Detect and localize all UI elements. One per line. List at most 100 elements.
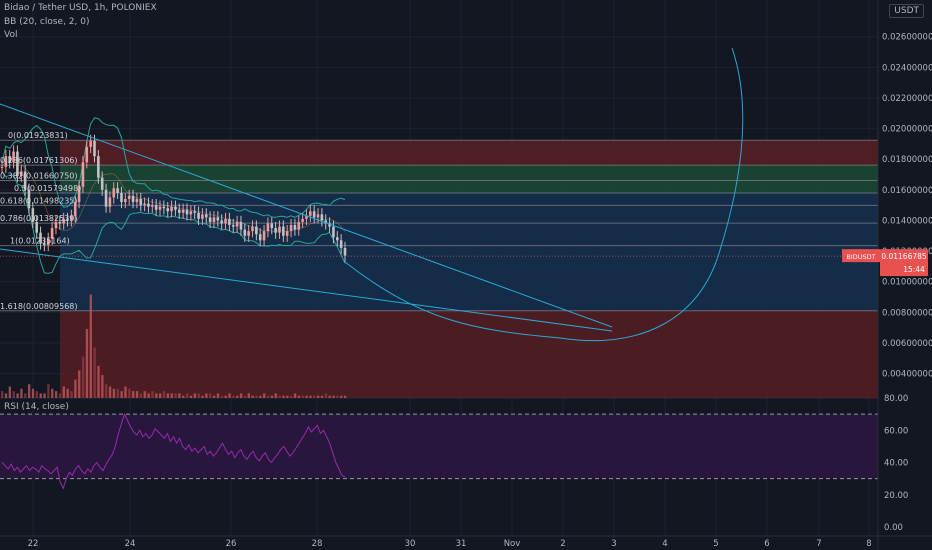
volume-bar [20,388,23,398]
candle-body [266,223,270,232]
candle-body [305,215,308,219]
candle-body [112,188,116,198]
candle-body [135,199,139,203]
vol-legend[interactable]: Vol [4,30,18,40]
candle-body [324,220,328,224]
bb-legend[interactable]: BB (20, close, 2, 0) [4,17,90,27]
candle-body [181,209,185,213]
volume-bar [85,329,89,398]
candle-body [185,209,189,215]
rsi-tick-label: 0.00 [884,523,903,533]
currency-badge[interactable]: USDT [889,4,924,18]
volume-bar [51,388,54,398]
volume-bar [1,391,4,398]
candle-body [177,209,181,213]
candle-body [0,166,4,168]
x-tick-label: 8 [866,539,871,549]
volume-bar [232,395,235,398]
volume-bars [1,294,347,398]
volume-bar [301,395,304,398]
volume-bar [70,391,73,398]
volume-bar [155,393,158,398]
volume-bar [344,395,347,398]
candle-body [301,218,304,222]
candle-body [81,162,85,187]
candle-body [255,226,258,235]
volume-bar [182,395,185,398]
fib-zone [60,140,878,166]
volume-bar [328,395,331,398]
volume-bar [189,395,193,398]
price-tag-value: 0.01166785 [881,252,927,261]
candle-body [197,212,200,219]
volume-bar [243,395,247,398]
candle-body [62,218,65,224]
volume-bar [174,393,177,398]
candle-body [4,156,8,167]
time-axis[interactable]: 22 24 26 28 30 31 Nov 2 3 4 5 6 7 8 [0,535,932,549]
volume-bar [78,370,81,398]
candle-body [85,146,89,163]
candle-body [50,228,54,239]
volume-bar [81,356,85,398]
rsi-legend[interactable]: RSI (14, close) [4,402,69,412]
volume-bar [62,386,65,398]
rsi-line [1,412,346,490]
x-tick-label: 30 [405,539,416,549]
volume-bar [286,395,289,398]
rsi-tick-label: 80.00 [884,394,908,404]
volume-bar [185,393,189,398]
candle-body [258,234,262,241]
rsi-tick-label: 20.00 [884,491,908,501]
volume-bar [151,391,154,398]
candle-body [220,220,223,224]
volume-bar [135,391,139,398]
fib-label: 0.786(0.01382539) [0,214,78,223]
volume-bar [128,388,131,398]
volume-bar [255,395,258,398]
trend-drawings [0,47,744,342]
x-tick-label: 2 [560,539,565,549]
trendline-lower [0,248,613,332]
symbol-legend[interactable]: Bidao / Tether USD, 1h, POLONIEX [4,3,157,13]
candle-body [312,211,316,218]
candle-body [93,140,96,157]
x-tick-label: 6 [764,539,769,549]
candle-body [235,221,239,227]
candle-body [151,205,154,207]
candle-body [343,247,347,256]
volume-bar [266,395,270,398]
fib-zone [60,223,878,246]
volume-bar [132,391,135,398]
candle-body [228,218,231,226]
volume-bar [251,395,254,398]
volume-bar [305,395,308,398]
volume-bar [247,393,250,398]
volume-bar [270,395,274,398]
y-tick-label: 0.01400000 [882,216,932,226]
candle-body [23,171,27,190]
candle-body [12,151,15,163]
volume-bar [58,393,62,398]
volume-bar [101,375,104,398]
candle-body [293,225,297,230]
volume-bar [259,395,262,398]
candle-body [335,237,339,241]
fib-zone [60,180,878,193]
candle-body [120,192,123,203]
volume-bar [97,365,100,398]
volume-bar [139,393,143,398]
candle-body [8,156,12,163]
volume-bar [236,395,239,398]
candle-body [108,197,112,207]
candle-body [39,232,42,244]
volume-bar [228,393,231,398]
rsi-band-fill [0,414,878,479]
volume-bar [159,393,162,398]
candle-body [282,226,285,236]
y-tick-label: 0.01000000 [882,278,932,288]
candle-body [231,225,235,227]
candle-body [274,228,277,233]
x-tick-label: 5 [713,539,718,549]
